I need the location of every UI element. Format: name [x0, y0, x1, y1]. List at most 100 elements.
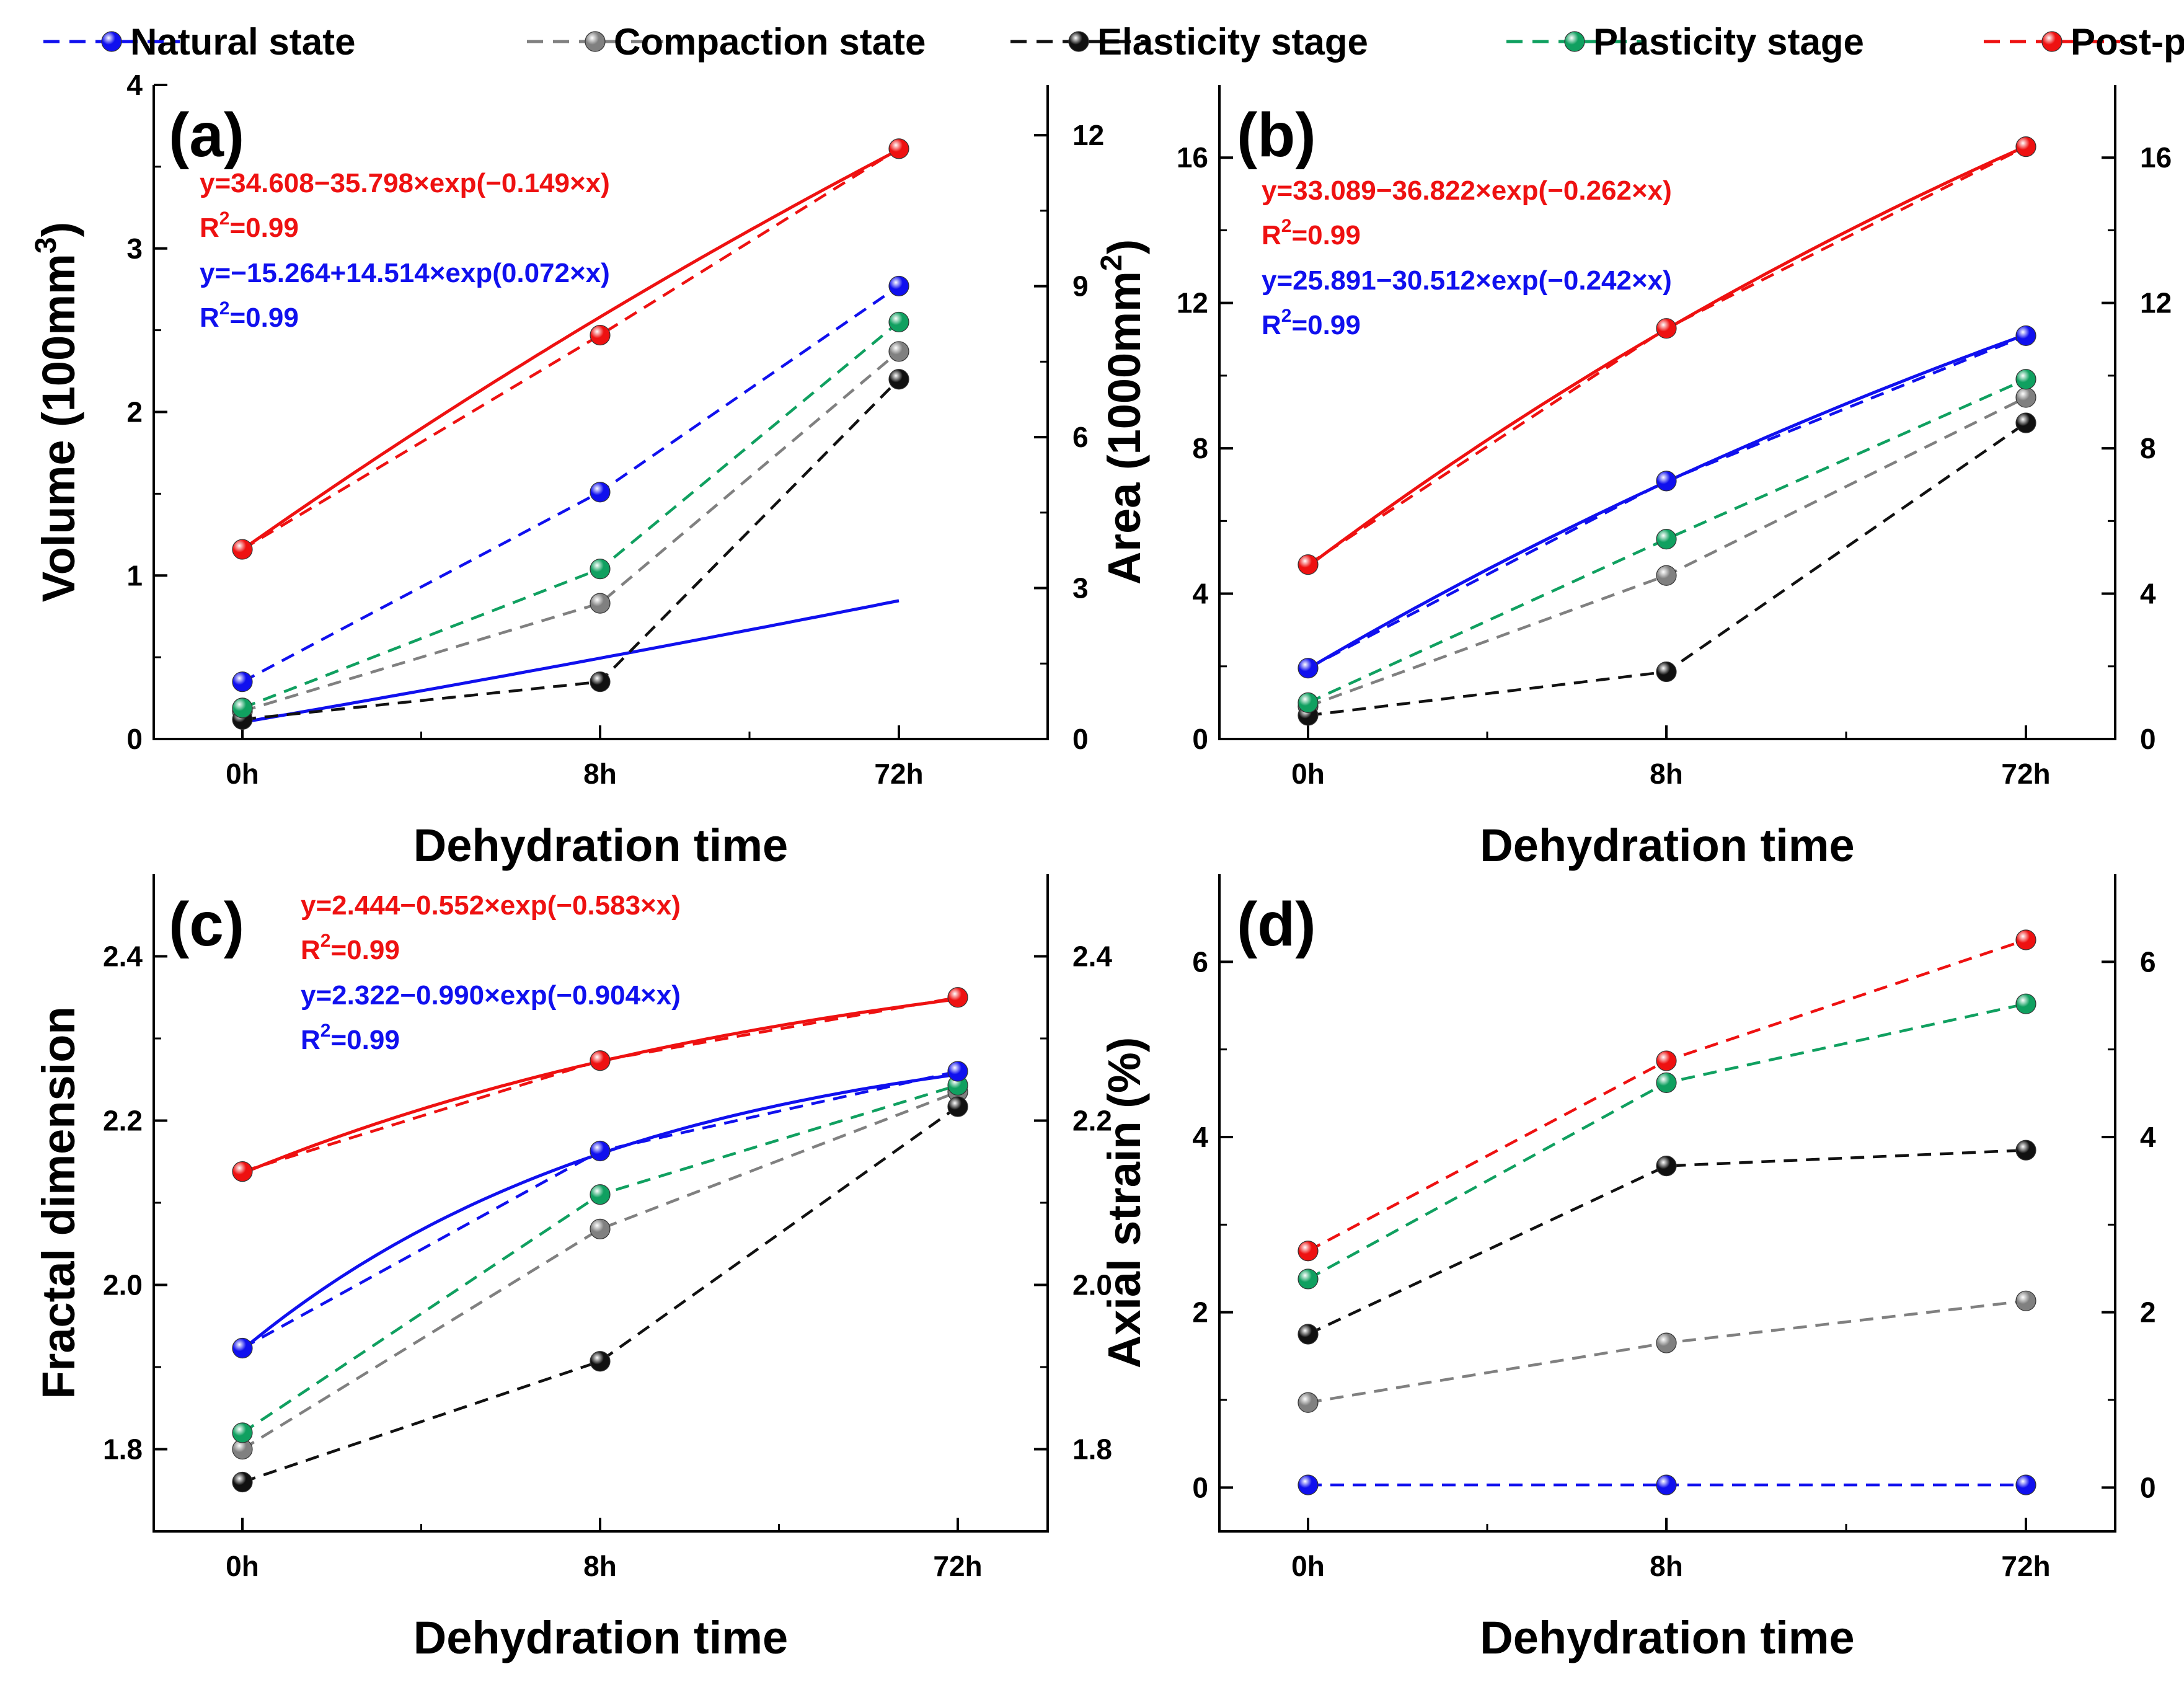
data-point-postpeak-72h: [888, 138, 909, 159]
y-tick-label: 2.0: [103, 1269, 143, 1301]
y-right-tick-label: 0: [1072, 723, 1089, 755]
x-axis-title: Dehydration time: [413, 820, 788, 871]
series-elasticity: [232, 1096, 968, 1493]
series-line-natural: [241, 1069, 958, 1350]
data-point-elasticity-72h: [2015, 412, 2036, 433]
legend-label-natural: Natural state: [130, 21, 355, 63]
data-point-elasticity-8h: [1656, 661, 1677, 683]
data-point-plasticity-0h: [232, 697, 253, 719]
x-axis-title: Dehydration time: [413, 1612, 788, 1663]
series-elasticity: [1298, 1140, 2036, 1345]
x-tick-label-0h: 0h: [226, 1550, 259, 1582]
series-plasticity: [1298, 993, 2036, 1290]
y-right-tick-label: 4: [2140, 1121, 2156, 1153]
series-group: [1298, 136, 2036, 726]
y-tick-label: 3: [126, 232, 143, 265]
data-point-postpeak-8h: [1656, 1050, 1677, 1071]
legend-item-compaction: Compaction state: [527, 21, 926, 63]
series-elasticity: [232, 369, 909, 730]
data-point-elasticity-8h: [590, 1351, 611, 1372]
y-tick-label: 4: [1192, 1121, 1208, 1153]
x-axis: 0h 8h 72h: [1291, 725, 2051, 790]
y-right-tick-label: 1.8: [1072, 1433, 1112, 1466]
data-point-natural-0h: [232, 671, 253, 693]
fit-equation-postpeak: y=34.608−35.798×exp(−0.149×x): [200, 168, 610, 198]
data-point-natural-72h: [947, 1061, 968, 1082]
fit-r2-natural: R2=0.99: [1262, 306, 1361, 340]
fit-equations: y=33.089−36.822×exp(−0.262×x) R2=0.99 y=25…: [1262, 175, 1672, 340]
fit-curves: [241, 148, 900, 724]
x-tick-label-0h: 0h: [226, 758, 259, 790]
data-point-elasticity-8h: [1656, 1156, 1677, 1177]
series-group: [232, 138, 909, 730]
legend-marker-compaction: [585, 31, 606, 52]
x-tick-label-72h: 72h: [2001, 1550, 2050, 1582]
fit-r2-postpeak: R2=0.99: [1262, 216, 1361, 250]
y-right-tick-label: 12: [2140, 287, 2172, 319]
data-point-plasticity-8h: [1656, 529, 1677, 550]
data-point-plasticity-0h: [1298, 692, 1319, 713]
data-point-elasticity-72h: [947, 1096, 968, 1117]
y-tick-label: 0: [126, 723, 143, 755]
data-point-compaction-72h: [888, 341, 909, 362]
y-tick-label: 2: [1192, 1296, 1208, 1329]
fit-r2-postpeak: R2=0.99: [200, 208, 299, 243]
panel-d: 0 2 4 6 0 2 4 6 0h 8h 72h Dehydration time Axial str…: [1099, 874, 2156, 1663]
series-postpeak: [232, 987, 968, 1182]
series-compaction: [232, 1081, 968, 1460]
data-point-plasticity-8h: [590, 559, 611, 580]
data-point-compaction-8h: [1656, 565, 1677, 586]
y-right-tick-label: 0: [2140, 723, 2156, 755]
data-point-plasticity-72h: [2015, 993, 2036, 1014]
x-tick-label-8h: 8h: [1650, 1550, 1683, 1582]
x-axis-title: Dehydration time: [1480, 820, 1854, 871]
y-axis-left: 1.8 2.0 2.2 2.4: [103, 941, 167, 1533]
y-tick-label: 6: [1192, 945, 1208, 978]
fit-equations: y=34.608−35.798×exp(−0.149×x) R2=0.99 y=−1…: [200, 168, 610, 333]
y-tick-label: 2.2: [103, 1105, 143, 1137]
y-right-tick-label: 4: [2140, 578, 2156, 610]
series-line-compaction: [242, 350, 900, 713]
y-axis-left: 0 4 8 12 16: [1177, 141, 1233, 755]
data-point-plasticity-8h: [1656, 1072, 1677, 1093]
series-line-compaction: [241, 1090, 958, 1451]
series-group: [1298, 929, 2036, 1495]
fit-curve-postpeak: [1307, 144, 2027, 568]
data-point-compaction-72h: [2015, 387, 2036, 408]
fit-r2-natural: R2=0.99: [301, 1020, 400, 1055]
y-tick-label: 16: [1177, 141, 1208, 174]
data-point-postpeak-8h: [590, 324, 611, 346]
series-line-postpeak: [1307, 938, 2027, 1252]
x-axis-title: Dehydration time: [1480, 1612, 1854, 1663]
series-line-natural: [241, 285, 900, 683]
fit-equation-natural: y=−15.264+14.514×exp(0.072×x): [200, 258, 610, 288]
series-line-elasticity: [242, 1105, 959, 1484]
x-axis: 0h 8h 72h: [226, 1518, 983, 1582]
series-line-plasticity: [1307, 1003, 2027, 1280]
panel-b: 0 4 8 12 16 0 4 8 12 16 0h 8h 72h Dehydration time Are…: [1095, 85, 2172, 871]
data-point-postpeak-8h: [590, 1050, 611, 1071]
data-point-postpeak-0h: [1298, 554, 1319, 575]
series-line-postpeak: [242, 996, 958, 1173]
data-point-natural-72h: [888, 275, 909, 297]
y-tick-label: 0: [1192, 1471, 1208, 1503]
data-point-natural-8h: [1656, 1474, 1677, 1495]
series-natural: [232, 1061, 968, 1359]
fit-equation-postpeak: y=2.444−0.552×exp(−0.583×x): [301, 890, 681, 921]
legend-label-elasticity: Elasticity stage: [1097, 21, 1368, 63]
y-tick-label: 1.8: [103, 1433, 143, 1466]
series-line-postpeak: [1307, 145, 2027, 566]
data-point-natural-72h: [2015, 1474, 2036, 1495]
y-right-tick-label: 2.0: [1072, 1269, 1112, 1301]
fit-r2-natural: R2=0.99: [200, 298, 299, 333]
fit-curve-natural: [242, 599, 900, 724]
y-tick-label: 1: [126, 559, 143, 591]
panel-label: (c): [169, 890, 244, 959]
x-axis: 0h 8h 72h: [226, 725, 924, 790]
data-point-natural-0h: [232, 1337, 253, 1359]
y-right-tick-label: 2.2: [1072, 1105, 1112, 1137]
y-right-tick-label: 8: [2140, 432, 2156, 464]
data-point-natural-8h: [590, 1140, 611, 1162]
